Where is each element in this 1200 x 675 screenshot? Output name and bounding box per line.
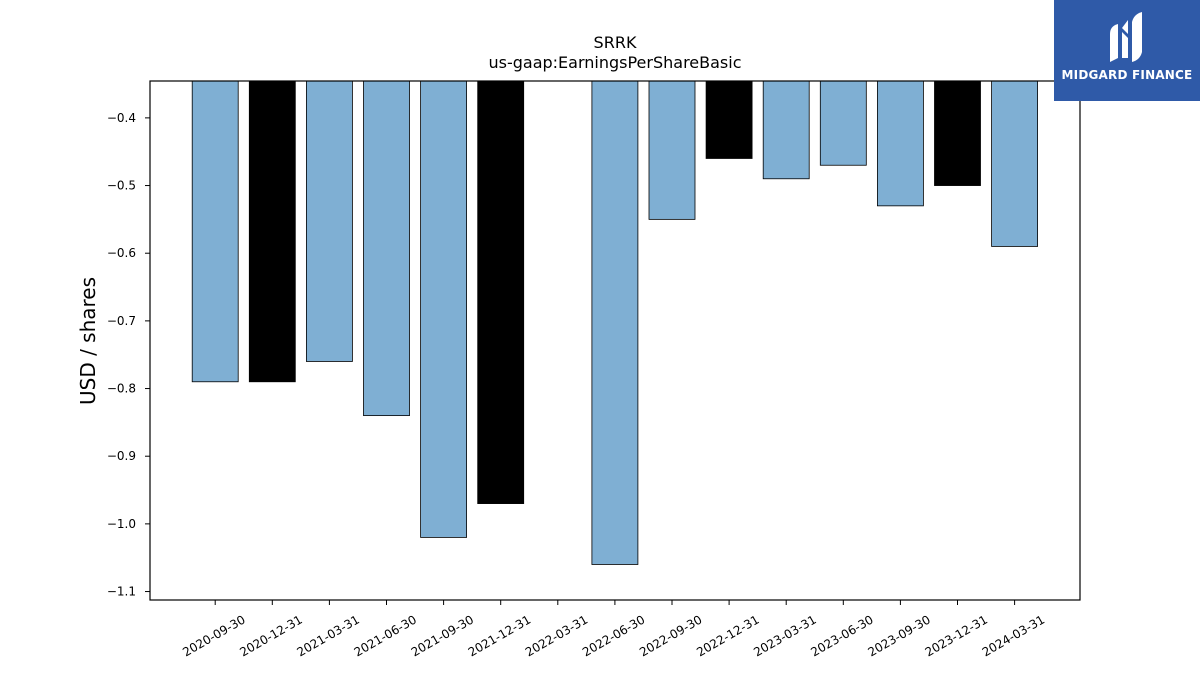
chart-title: SRRK [594, 33, 637, 52]
chart-subtitle: us-gaap:EarningsPerShareBasic [488, 53, 741, 72]
x-tick-label: 2022-03-31 [523, 612, 590, 659]
x-tick-label: 2024-03-31 [980, 612, 1047, 659]
x-tick-label: 2023-06-30 [808, 612, 875, 659]
x-tick-label: 2020-09-30 [180, 612, 247, 659]
x-tick-label: 2021-03-31 [294, 612, 361, 659]
y-axis-ticks: −0.4 −0.5 −0.6 −0.7 −0.8 −0.9 −1.0 −1.1 [107, 111, 150, 599]
x-tick-label: 2021-09-30 [409, 612, 476, 659]
x-tick-label: 2020-12-31 [237, 612, 304, 659]
x-tick-label: 2021-06-30 [352, 612, 419, 659]
bar-2020-12-31 [248, 80, 296, 383]
bar-2023-12-31 [934, 80, 981, 186]
x-tick-label: 2022-12-31 [694, 612, 761, 659]
brand-name: MIDGARD FINANCE [1061, 68, 1193, 82]
y-tick-label: −0.6 [107, 246, 136, 260]
bar-2020-09-30 [191, 80, 239, 383]
bar-2024-03-31 [991, 80, 1038, 247]
brand-logo: MIDGARD FINANCE [1054, 0, 1200, 101]
y-tick-label: −0.4 [107, 111, 136, 125]
y-tick-label: −0.7 [107, 314, 136, 328]
bar-2022-06-30 [591, 80, 639, 565]
bar-2023-09-30 [877, 80, 924, 207]
x-tick-label: 2022-09-30 [637, 612, 704, 659]
x-axis-ticks: 2020-09-302020-12-312021-03-312021-06-30… [180, 600, 1047, 659]
bar-2022-12-31 [705, 80, 753, 159]
bar-2021-09-30 [420, 80, 468, 538]
logo-mark-icon [1110, 12, 1142, 62]
bar-2022-09-30 [648, 80, 696, 220]
y-tick-label: −1.0 [107, 517, 136, 531]
x-tick-label: 2023-03-31 [751, 612, 818, 659]
bar-2021-12-31 [477, 80, 525, 504]
plot-frame [149, 80, 1081, 601]
y-tick-label: −0.8 [107, 382, 136, 396]
y-tick-label: −0.9 [107, 449, 136, 463]
x-tick-label: 2021-12-31 [466, 612, 533, 659]
x-tick-label: 2023-12-31 [923, 612, 990, 659]
bar-2021-06-30 [363, 80, 410, 417]
y-tick-label: −1.1 [107, 585, 136, 599]
x-tick-label: 2023-09-30 [865, 612, 932, 659]
bar-2023-06-30 [819, 80, 867, 166]
bar-series [191, 80, 1038, 565]
bar-2021-03-31 [305, 80, 353, 362]
y-axis-label: USD / shares [76, 277, 100, 405]
y-tick-label: −0.5 [107, 179, 136, 193]
x-tick-label: 2022-06-30 [580, 612, 647, 659]
bar-2023-03-31 [762, 80, 810, 180]
